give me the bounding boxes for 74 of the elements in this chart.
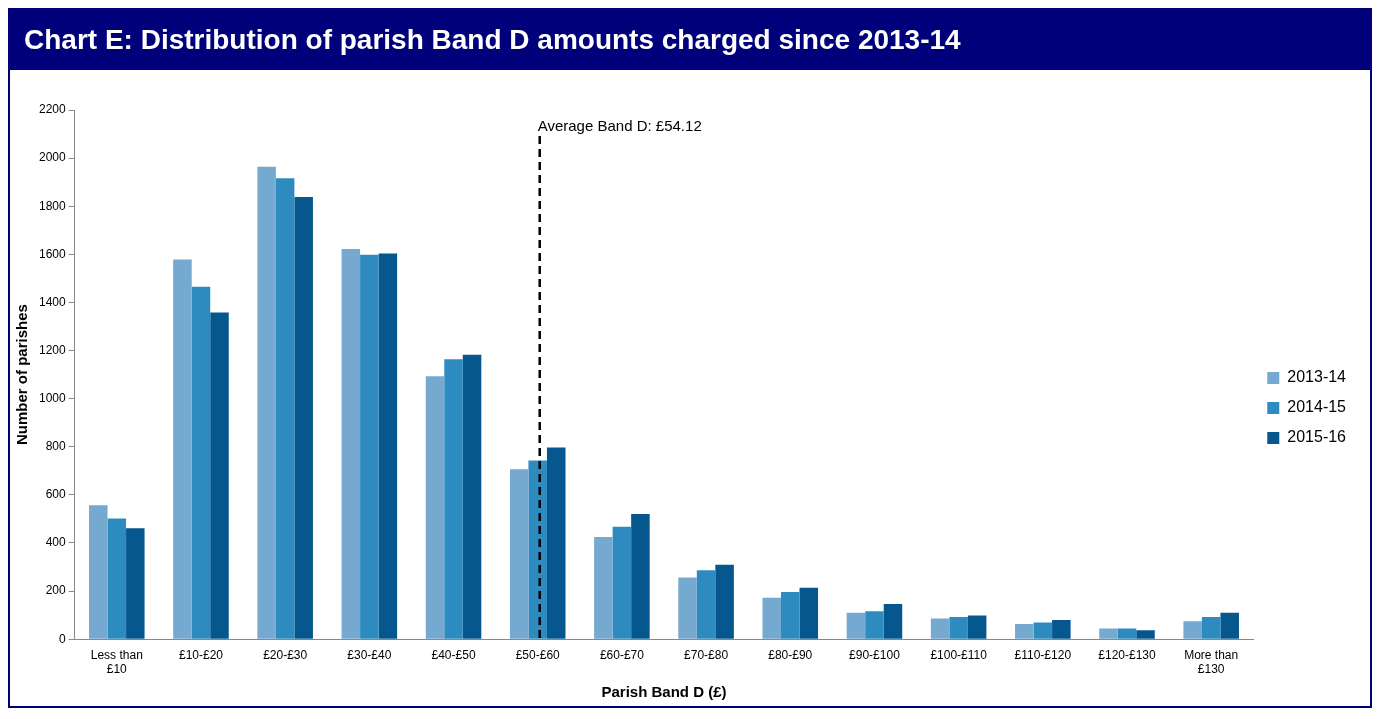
y-tick-label: 800 bbox=[45, 439, 67, 454]
bar bbox=[883, 604, 903, 639]
y-tick-label: 1800 bbox=[38, 198, 67, 213]
legend-label: 2014-15 bbox=[1287, 398, 1347, 416]
ref-line-label: Average Band D: £54.12 bbox=[537, 116, 702, 134]
bar bbox=[1015, 624, 1034, 639]
x-tick-label: £40-£50 bbox=[431, 647, 476, 662]
bar bbox=[762, 597, 782, 639]
bar bbox=[1052, 619, 1071, 639]
bar bbox=[715, 564, 734, 639]
bar bbox=[846, 612, 866, 639]
bar bbox=[799, 587, 819, 639]
x-tick-label: £30-£40 bbox=[347, 647, 392, 662]
bar bbox=[191, 286, 211, 639]
x-tick-label: £110-£120 bbox=[1014, 647, 1072, 662]
y-tick-label: 200 bbox=[45, 583, 67, 598]
bar bbox=[930, 618, 950, 639]
x-tick-label: £50-£60 bbox=[515, 647, 561, 662]
y-tick-label: 1600 bbox=[38, 246, 67, 261]
x-tick-label: £70-£80 bbox=[684, 647, 729, 662]
bar bbox=[546, 447, 566, 639]
bar bbox=[509, 469, 529, 639]
bar bbox=[257, 166, 276, 639]
y-tick-label: 1000 bbox=[38, 390, 67, 405]
bar bbox=[1220, 612, 1239, 639]
bar bbox=[865, 611, 884, 639]
bar bbox=[1099, 628, 1118, 639]
legend-label: 2015-16 bbox=[1287, 428, 1347, 446]
bar bbox=[781, 592, 800, 639]
y-tick-label: 400 bbox=[45, 535, 67, 550]
x-tick-label: £60-£70 bbox=[599, 647, 645, 662]
bar bbox=[1201, 617, 1221, 639]
x-tick-label: £10-£20 bbox=[178, 647, 224, 662]
y-tick-label: 600 bbox=[45, 487, 67, 502]
x-tick-label: Less than £10 bbox=[90, 647, 143, 677]
bar bbox=[1033, 622, 1053, 639]
bar bbox=[678, 577, 697, 639]
y-tick-label: 1400 bbox=[38, 294, 67, 309]
x-tick-label: More than £130 bbox=[1184, 647, 1239, 677]
bar bbox=[210, 312, 229, 639]
bar bbox=[1117, 628, 1137, 639]
x-axis-title: Parish Band D (£) bbox=[601, 683, 727, 701]
chart-title: Chart E: Distribution of parish Band D amounts charged since 2013-14 bbox=[10, 10, 1370, 70]
bar bbox=[89, 505, 108, 639]
bar bbox=[275, 178, 295, 639]
x-tick-label: £80-£90 bbox=[768, 647, 813, 662]
bar bbox=[126, 528, 145, 639]
y-tick-label: 1200 bbox=[38, 342, 67, 357]
bar bbox=[425, 376, 445, 639]
y-tick-label: 2000 bbox=[38, 150, 67, 165]
bar bbox=[294, 197, 313, 639]
x-tick-label: £120-£130 bbox=[1098, 647, 1157, 662]
bar bbox=[967, 615, 987, 639]
x-tick-label: £100-£110 bbox=[930, 647, 988, 662]
bar bbox=[378, 253, 398, 639]
bar bbox=[444, 359, 463, 639]
bar bbox=[696, 570, 716, 639]
bar bbox=[360, 254, 379, 639]
bar bbox=[107, 518, 127, 639]
x-tick-label: £90-£100 bbox=[849, 647, 901, 662]
legend-label: 2013-14 bbox=[1287, 368, 1347, 386]
bar bbox=[173, 259, 192, 639]
bar bbox=[1183, 621, 1202, 639]
x-tick-label: £20-£30 bbox=[263, 647, 308, 662]
bar bbox=[612, 526, 632, 639]
bar bbox=[462, 354, 482, 639]
y-tick-label: 2200 bbox=[38, 102, 67, 117]
bar bbox=[594, 536, 613, 639]
y-axis-title: Number of parishes bbox=[13, 304, 31, 446]
bar bbox=[1136, 630, 1155, 639]
bar bbox=[631, 513, 650, 639]
y-tick-label: 0 bbox=[59, 631, 67, 646]
bar bbox=[949, 617, 968, 639]
bar bbox=[341, 249, 361, 639]
